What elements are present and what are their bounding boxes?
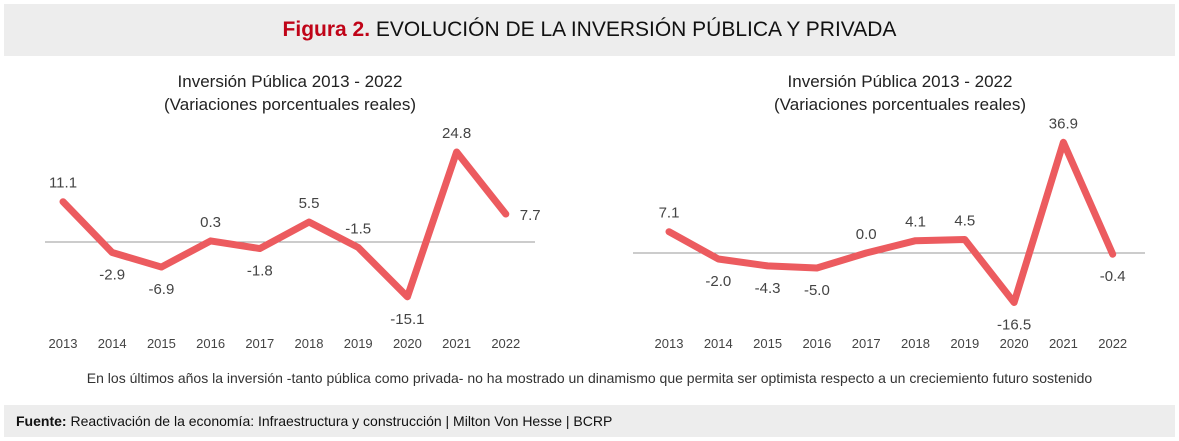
- chart-2-data-label: 7.1: [659, 205, 680, 222]
- chart-1-data-label: -1.5: [345, 220, 371, 237]
- chart-2-data-label: 4.1: [905, 214, 926, 231]
- chart-2-x-tick-label: 2021: [1049, 336, 1078, 351]
- source-footer: Fuente: Reactivación de la economía: Inf…: [4, 405, 1175, 437]
- chart-2-data-label: -2.0: [705, 273, 731, 290]
- chart-1-x-tick-label: 2016: [196, 336, 225, 351]
- chart-2-x-tick-label: 2017: [852, 336, 881, 351]
- chart-2-x-tick-label: 2013: [655, 336, 684, 351]
- source-text: Reactivación de la economía: Infraestruc…: [70, 413, 612, 429]
- chart-1-data-label: -15.1: [390, 311, 424, 328]
- chart-1-x-tick-label: 2017: [245, 336, 274, 351]
- chart-1-x-tick-label: 2020: [393, 336, 422, 351]
- chart-2-x-tick-label: 2019: [950, 336, 979, 351]
- chart-2-data-label: -0.4: [1100, 268, 1126, 285]
- chart-2-data-label: 0.0: [856, 226, 877, 243]
- chart-1-data-label: 24.8: [442, 125, 471, 142]
- chart-2-data-label: 36.9: [1049, 115, 1078, 132]
- chart-1-data-label: 7.7: [520, 207, 541, 224]
- chart-2-data-label: -4.3: [755, 280, 781, 297]
- chart-2-x-tick-label: 2022: [1098, 336, 1127, 351]
- chart-2-data-label: -5.0: [804, 282, 830, 299]
- chart-2-x-tick-label: 2018: [901, 336, 930, 351]
- chart-1-x-tick-label: 2015: [147, 336, 176, 351]
- chart-2-x-tick-label: 2014: [704, 336, 733, 351]
- chart-1-series-line: [63, 152, 506, 297]
- chart-1-x-tick-label: 2018: [295, 336, 324, 351]
- chart-1-data-label: 5.5: [299, 195, 320, 212]
- chart-1-x-tick-label: 2022: [491, 336, 520, 351]
- chart-2-x-tick-label: 2020: [1000, 336, 1029, 351]
- chart-1-x-tick-label: 2013: [49, 336, 78, 351]
- chart-2-series-line: [669, 142, 1113, 302]
- chart-1-data-label: 0.3: [200, 214, 221, 231]
- chart-2-data-label: 4.5: [954, 213, 975, 230]
- chart-1-data-label: -2.9: [99, 267, 125, 284]
- chart-2-x-tick-label: 2015: [753, 336, 782, 351]
- chart-2-data-label: -16.5: [997, 317, 1031, 334]
- chart-1-data-label: -6.9: [148, 281, 174, 298]
- chart-1-data-label: 11.1: [49, 175, 77, 192]
- chart-1-x-tick-label: 2019: [344, 336, 373, 351]
- chart-2-x-tick-label: 2016: [802, 336, 831, 351]
- chart-1-data-label: -1.8: [247, 263, 273, 280]
- source-label: Fuente:: [16, 413, 67, 429]
- chart-1-x-tick-label: 2014: [98, 336, 127, 351]
- chart-1-x-tick-label: 2021: [442, 336, 471, 351]
- caption: En los últimos años la inversión -tanto …: [0, 370, 1179, 386]
